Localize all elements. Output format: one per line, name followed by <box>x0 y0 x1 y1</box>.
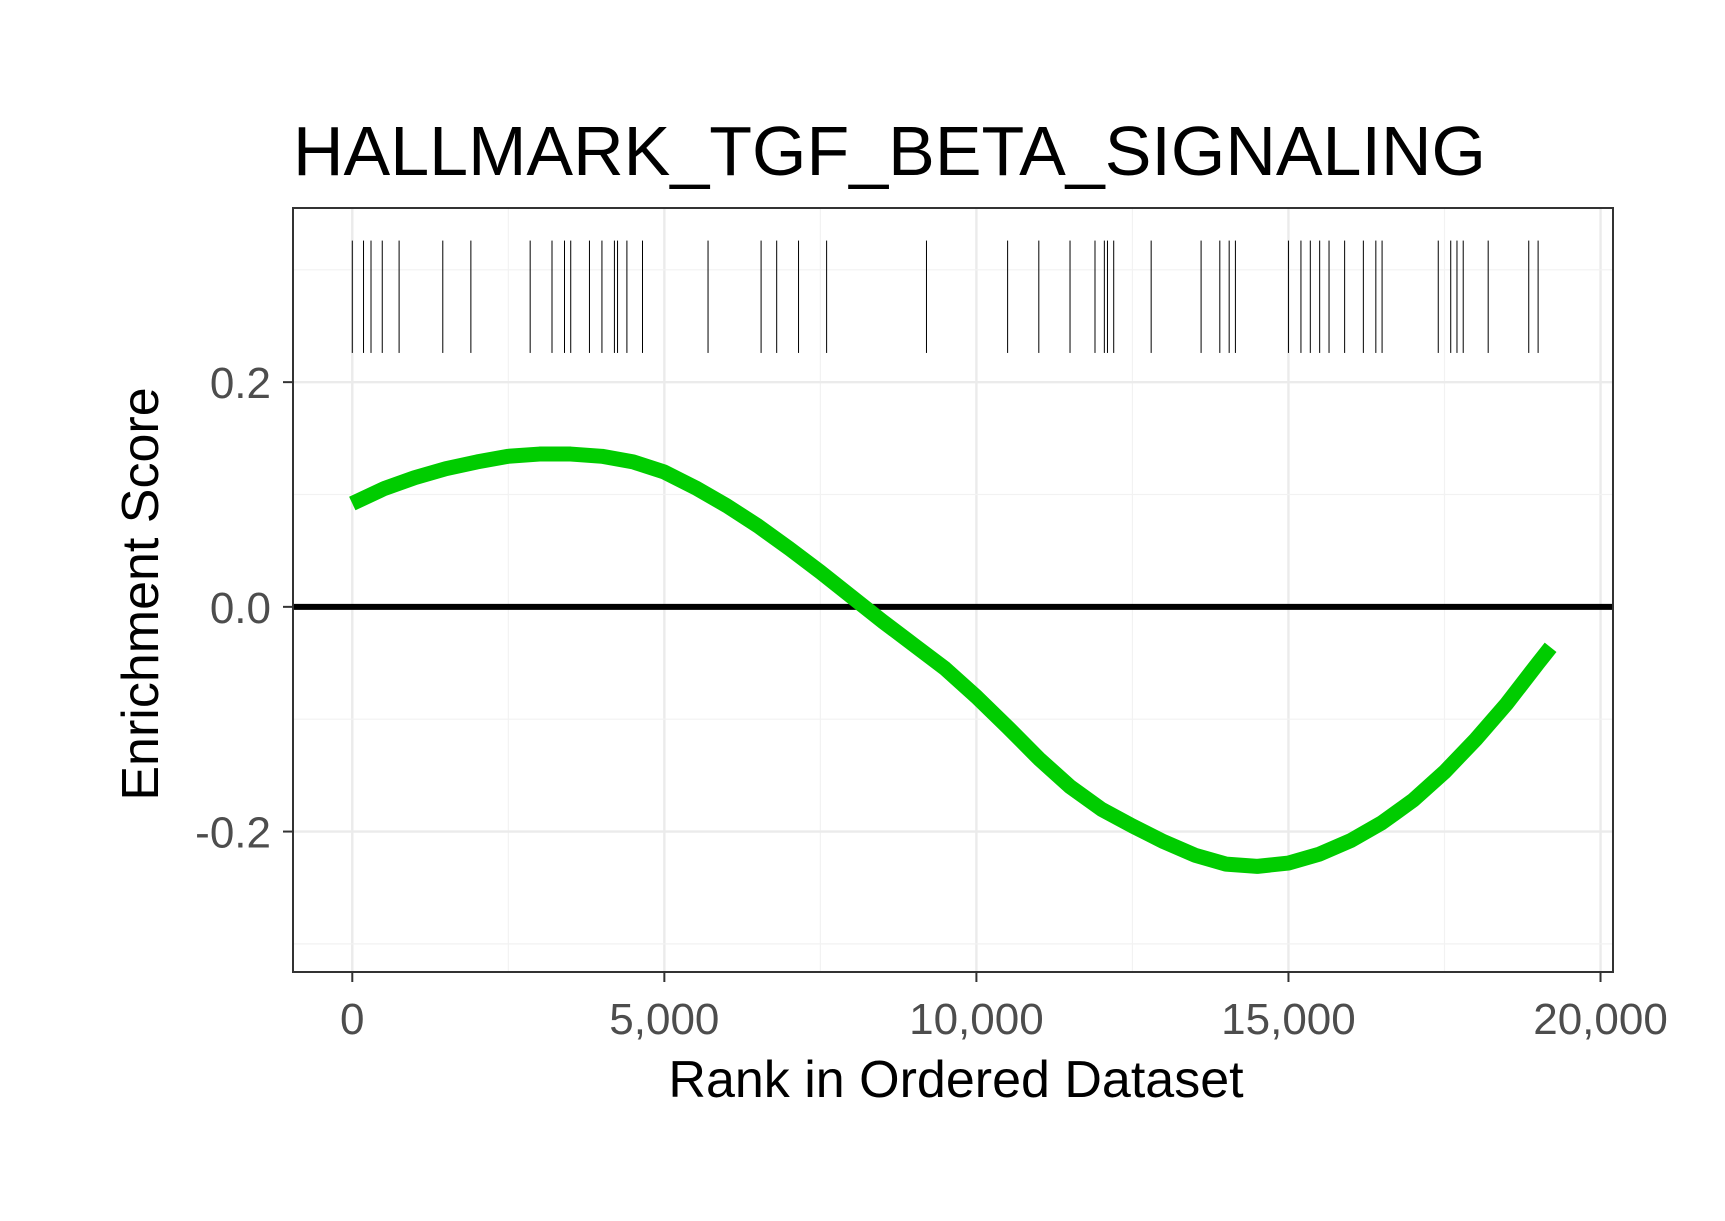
x-tick-label: 20,000 <box>1533 995 1668 1044</box>
enrichment-score-curve <box>349 446 1557 874</box>
x-tick-label: 15,000 <box>1221 995 1356 1044</box>
gene-hit-ticks <box>351 240 1539 353</box>
y-tick-label: -0.2 <box>195 809 271 858</box>
y-tick-label: 0.0 <box>210 584 271 633</box>
y-axis: -0.2 0.0 0.2 <box>195 359 293 858</box>
chart-title: HALLMARK_TGF_BETA_SIGNALING <box>293 112 1486 190</box>
x-axis: 0 5,000 10,000 15,000 20,000 <box>340 972 1668 1044</box>
y-tick-label: 0.2 <box>210 359 271 408</box>
plot-panel-border <box>292 207 1614 973</box>
x-tick-label: 5,000 <box>609 995 719 1044</box>
x-tick-label: 0 <box>340 995 364 1044</box>
x-tick-label: 10,000 <box>909 995 1044 1044</box>
x-axis-title: Rank in Ordered Dataset <box>668 1051 1244 1109</box>
y-axis-title: Enrichment Score <box>112 387 170 800</box>
